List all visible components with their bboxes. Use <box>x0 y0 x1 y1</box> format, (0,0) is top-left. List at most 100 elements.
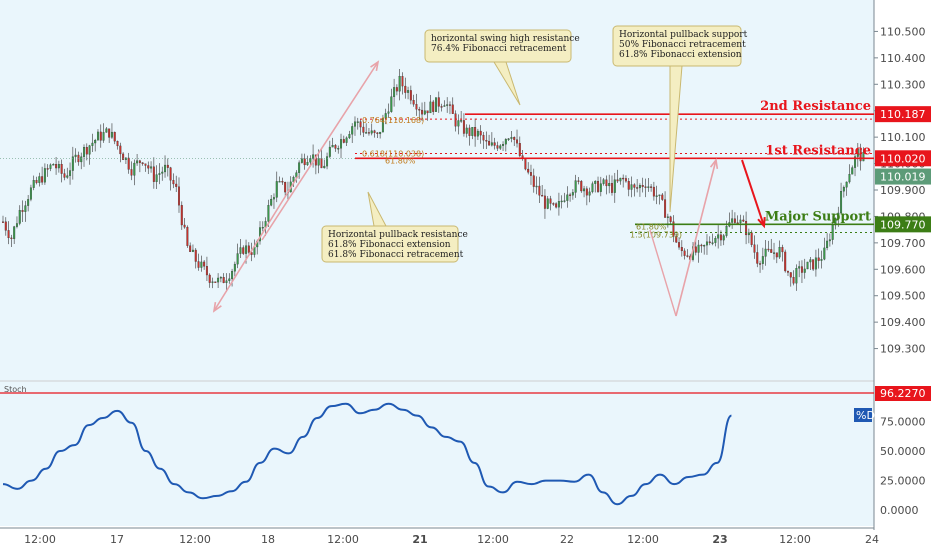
candle-body <box>848 174 851 183</box>
candle-body <box>493 142 496 146</box>
time-tick-label: 12:00 <box>477 533 509 546</box>
candle-body <box>859 148 862 162</box>
candle-body <box>130 169 133 176</box>
candle-body <box>96 131 99 141</box>
candle-body <box>619 177 622 182</box>
candle-body <box>666 216 669 218</box>
candle-body <box>845 181 848 188</box>
candle-body <box>781 247 784 253</box>
candle-body <box>387 111 390 114</box>
candle-body <box>527 168 530 173</box>
candle-body <box>708 241 711 244</box>
candle-body <box>630 184 633 190</box>
candle-body <box>471 127 474 136</box>
candle-body <box>806 261 809 270</box>
time-tick-label: 12:00 <box>24 533 56 546</box>
candle-body <box>736 222 739 224</box>
candle-body <box>108 128 111 138</box>
candle-body <box>122 153 125 160</box>
candle-body <box>443 105 446 107</box>
price-tick-label: 110.300 <box>880 78 926 91</box>
candle-body <box>856 148 859 157</box>
fib-label: 1.5(109.739) <box>630 231 682 240</box>
candle-body <box>150 166 153 169</box>
candle-body <box>88 145 91 155</box>
stoch-tick-label: 0.0000 <box>880 504 919 517</box>
candle-body <box>722 235 725 241</box>
candle-body <box>52 164 55 166</box>
candle-body <box>306 162 309 166</box>
candle-body <box>585 188 588 196</box>
candle-body <box>717 234 720 239</box>
candle-body <box>437 97 440 107</box>
candle-body <box>284 182 287 193</box>
candle-body <box>247 245 250 253</box>
candle-body <box>225 280 228 284</box>
candle-body <box>415 104 418 110</box>
candle-body <box>398 76 401 92</box>
candle-body <box>496 145 499 149</box>
time-tick-label: 23 <box>712 533 727 546</box>
candle-body <box>435 97 437 112</box>
candle-body <box>516 139 519 144</box>
candle-body <box>714 238 717 243</box>
stoch-series-tag-label: %D <box>856 409 875 422</box>
candle-body <box>155 174 158 182</box>
candle-body <box>683 250 686 256</box>
candle-body <box>446 104 449 106</box>
candle-body <box>778 247 781 258</box>
candle-body <box>641 185 644 187</box>
candle-body <box>504 139 507 145</box>
candle-body <box>147 165 150 169</box>
time-tick-label: 24 <box>865 533 879 546</box>
candle-body <box>278 181 281 183</box>
candle-body <box>401 76 404 87</box>
candle-body <box>591 183 594 193</box>
candle-body <box>566 194 569 201</box>
candle-body <box>205 266 208 276</box>
candle-body <box>669 216 672 222</box>
annotation-text: 61.8% Fibonacci extension <box>328 240 451 250</box>
candle-body <box>742 219 745 222</box>
candle-body <box>178 186 180 206</box>
candle-body <box>379 131 382 134</box>
candle-body <box>842 187 845 192</box>
candle-body <box>351 126 354 135</box>
candle-body <box>94 140 97 144</box>
candle-body <box>236 253 239 265</box>
trend-arrow-left <box>649 229 677 317</box>
candle-body <box>823 247 826 260</box>
candle-body <box>359 121 362 128</box>
candle-body <box>144 163 147 166</box>
candle-body <box>552 203 555 205</box>
candle-body <box>113 131 116 142</box>
candle-body <box>74 154 77 157</box>
candle-body <box>541 195 544 197</box>
candle-body <box>317 158 320 166</box>
candle-body <box>29 187 32 200</box>
candle-body <box>328 146 331 157</box>
candle-body <box>837 212 840 219</box>
candle-body <box>602 179 605 184</box>
stoch-d-line[interactable] <box>2 402 733 506</box>
annotation-box[interactable] <box>321 225 459 263</box>
price-tick-label: 110.500 <box>880 25 926 38</box>
candle-body <box>703 245 706 247</box>
candle-body <box>767 248 770 251</box>
candle-body <box>169 167 172 181</box>
candle-body <box>323 165 326 169</box>
candle-body <box>138 160 141 163</box>
candle-body <box>32 180 35 188</box>
candle-body <box>404 85 407 93</box>
candle-body <box>166 164 169 168</box>
candle-body <box>55 164 58 169</box>
candle-body <box>66 175 69 178</box>
candle-body <box>661 194 664 200</box>
candle-body <box>393 87 396 97</box>
candle-body <box>680 247 683 252</box>
time-tick-label: 12:00 <box>327 533 359 546</box>
candle-body <box>141 162 144 164</box>
candle-body <box>13 226 16 239</box>
